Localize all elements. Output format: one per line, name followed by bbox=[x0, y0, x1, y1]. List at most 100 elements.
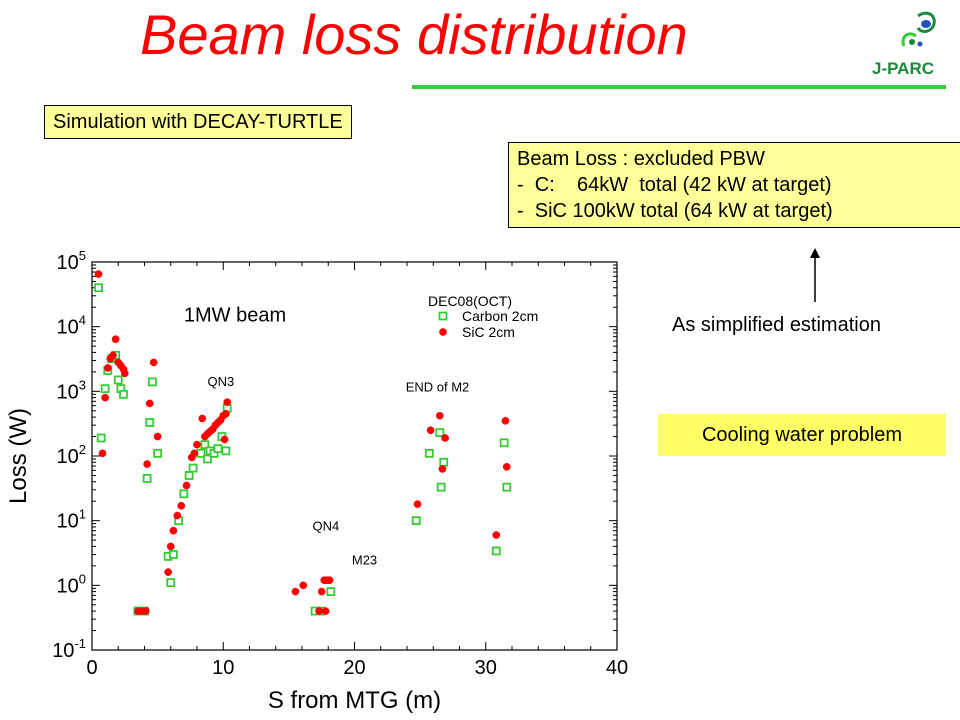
y-tick-label: 104 bbox=[57, 313, 86, 339]
carbon-point bbox=[94, 283, 103, 293]
legend-sic-marker bbox=[439, 328, 447, 336]
carbon-point bbox=[153, 448, 163, 458]
x-axis-label: S from MTG (m) bbox=[268, 687, 441, 714]
carbon-point bbox=[166, 578, 176, 588]
sic-point bbox=[120, 369, 129, 378]
carbon-point bbox=[168, 550, 178, 559]
legend-entry: SiC 2cm bbox=[462, 324, 515, 340]
carbon-point bbox=[491, 546, 501, 556]
carbon-point bbox=[435, 428, 445, 438]
sic-point bbox=[182, 481, 191, 490]
sic-point bbox=[198, 414, 207, 423]
sic-point bbox=[299, 581, 308, 590]
carbon-point bbox=[200, 440, 210, 450]
carbon-point bbox=[188, 463, 198, 473]
sic-point bbox=[164, 568, 172, 576]
carbon-point bbox=[145, 418, 155, 427]
sic-point bbox=[190, 449, 199, 458]
y-tick-label: 101 bbox=[57, 507, 86, 533]
legend-title: DEC08(OCT) bbox=[428, 293, 512, 309]
sic-point bbox=[426, 426, 435, 435]
sic-point bbox=[413, 500, 422, 509]
simulation-note: Simulation with DECAY-TURTLE bbox=[44, 105, 352, 139]
x-tick-label: 30 bbox=[475, 657, 497, 679]
carbon-point bbox=[436, 482, 446, 492]
sic-point bbox=[94, 270, 103, 278]
sic-point bbox=[177, 501, 186, 510]
y-tick-label: 102 bbox=[57, 442, 86, 468]
y-tick-label: 105 bbox=[57, 248, 86, 274]
sic-point bbox=[435, 411, 444, 420]
sic-point bbox=[153, 432, 162, 441]
beam-loss-chart: 0 10 20 30 40 105 104 103 102 101 100 10-1 S from MT… bbox=[5, 248, 628, 714]
sic-point bbox=[502, 462, 511, 471]
sic-point bbox=[438, 465, 447, 473]
carbon-point bbox=[179, 489, 189, 499]
x-tick-label: 40 bbox=[606, 657, 628, 679]
chart-annotation: M23 bbox=[352, 552, 377, 567]
title-rule bbox=[412, 85, 946, 89]
logo-text: J-PARC bbox=[872, 59, 934, 78]
sic-point bbox=[325, 576, 334, 585]
carbon-point bbox=[424, 448, 434, 458]
carbon-point bbox=[326, 587, 336, 597]
sic-point bbox=[98, 449, 107, 458]
sic-point bbox=[109, 351, 117, 360]
sic-point bbox=[141, 607, 150, 615]
carbon-point bbox=[221, 446, 231, 456]
sic-point bbox=[173, 511, 182, 520]
carbon-point bbox=[147, 377, 157, 387]
chart-annotation: QN4 bbox=[313, 519, 340, 534]
sic-point bbox=[145, 399, 154, 408]
legend-carbon-marker bbox=[438, 311, 448, 321]
sic-point bbox=[143, 460, 151, 468]
chart-annotation: 1MW beam bbox=[184, 305, 286, 327]
x-tick-label: 10 bbox=[212, 657, 234, 679]
legend-entry: Carbon 2cm bbox=[462, 308, 538, 324]
carbon-point bbox=[100, 384, 110, 394]
carbon-point bbox=[203, 454, 212, 464]
jparc-logo: J-PARC bbox=[872, 11, 936, 78]
beam-loss-line-sic: - SiC 100kW total (64 kW at target) bbox=[517, 200, 833, 222]
sic-point bbox=[166, 542, 175, 551]
slide-title: Beam loss distribution bbox=[140, 3, 688, 66]
sic-point bbox=[111, 335, 120, 344]
chart-annotation: QN3 bbox=[208, 374, 235, 389]
x-tick-label: 20 bbox=[343, 657, 365, 679]
carbon-point bbox=[502, 482, 512, 492]
sic-point bbox=[223, 398, 232, 407]
beam-loss-line-c: - C: 64kW total (42 kW at target) bbox=[517, 174, 832, 196]
sic-point bbox=[317, 587, 326, 596]
cooling-water-note: Cooling water problem bbox=[658, 414, 946, 456]
sic-point bbox=[220, 435, 229, 444]
sic-point bbox=[103, 364, 112, 372]
carbon-point bbox=[113, 375, 123, 385]
sic-point bbox=[315, 607, 323, 615]
sic-point bbox=[193, 440, 201, 449]
x-tick-label: 0 bbox=[86, 657, 97, 679]
carbon-point bbox=[411, 516, 421, 526]
y-axis-label: Loss (W) bbox=[5, 408, 32, 504]
carbon-point bbox=[213, 444, 223, 454]
sic-point bbox=[169, 526, 178, 535]
sic-point bbox=[501, 416, 510, 425]
up-arrow-icon bbox=[810, 248, 820, 302]
sic-point bbox=[222, 409, 230, 418]
y-tick-label: 100 bbox=[57, 571, 86, 597]
carbon-point bbox=[499, 438, 509, 448]
beam-loss-heading: Beam Loss : excluded PBW bbox=[517, 148, 765, 170]
carbon-point bbox=[96, 433, 106, 443]
sic-point bbox=[291, 587, 300, 596]
beam-loss-box: Beam Loss : excluded PBW - C: 64kW total… bbox=[508, 142, 960, 228]
sic-point bbox=[101, 393, 109, 402]
y-tick-label: 103 bbox=[57, 377, 86, 403]
carbon-point bbox=[142, 474, 152, 483]
sic-point bbox=[149, 358, 158, 367]
carbon-point bbox=[119, 389, 128, 399]
carbon-point bbox=[184, 471, 194, 480]
simplified-estimation-note: As simplified estimation bbox=[672, 314, 881, 336]
sic-point bbox=[441, 434, 449, 442]
y-tick-label: 10-1 bbox=[52, 636, 86, 662]
logo-emblem-icon bbox=[901, 11, 936, 47]
sic-point bbox=[492, 531, 501, 539]
